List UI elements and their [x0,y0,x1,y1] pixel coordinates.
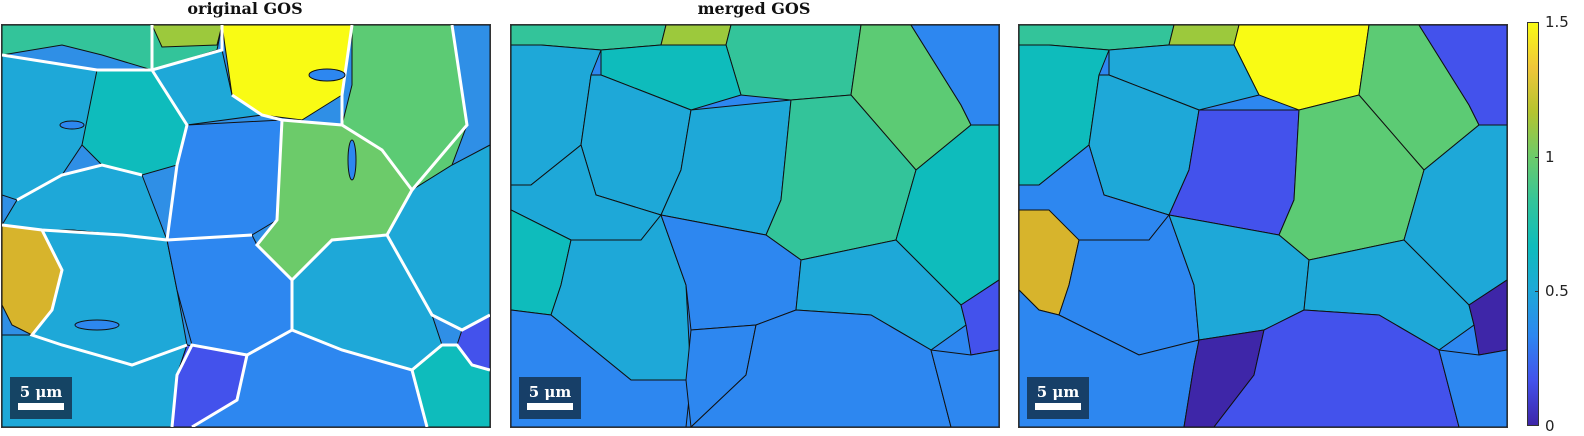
grain [930,349,999,427]
scale-bar-line [18,403,64,410]
grain-boundary [385,234,490,332]
grain [1438,349,1507,427]
scale-bar-line [527,403,573,410]
grain [660,25,732,46]
colorbar-tick-mark [1535,156,1539,158]
scale-bar-label: 5 μm [528,383,572,401]
twin-inclusion [308,68,346,82]
scale-bar-line [1035,403,1081,410]
grain-boundary [191,354,249,427]
twin-inclusion [347,139,357,181]
grain-boundary [2,223,253,242]
colorbar-tick-label: 0 [1545,417,1555,435]
grain-boundary [29,229,188,367]
grain-boundary [231,93,414,282]
twin-inclusion [74,319,120,331]
grain-boundary [340,25,354,125]
grain-boundary [410,369,429,427]
colorbar-tick-mark [1535,291,1539,293]
grain-boundary [16,163,143,202]
twin-inclusion [59,120,85,130]
panel-title-merged: merged GOS [697,0,811,18]
colorbar-tick-mark [1535,22,1539,23]
grain [151,25,223,48]
colorbar-tick-mark [1535,425,1539,426]
original-gos-map: 5 μm [1,24,491,428]
scale-bar: 5 μm [519,377,581,419]
grain-boundary [291,328,490,372]
gos-map-3: 5 μm [1018,24,1508,428]
scale-bar-label: 5 μm [19,383,63,401]
scale-bar: 5 μm [10,377,72,419]
colorbar-tick-label: 1.5 [1545,13,1569,31]
colorbar-tick-label: 1 [1545,147,1555,166]
colorbar-tick-label: 0.5 [1545,282,1569,301]
colorbar [1527,22,1539,426]
grain [1168,25,1240,46]
panel-title-original: original GOS [187,0,303,18]
merged-gos-map: 5 μm [510,24,1000,428]
scale-bar-label: 5 μm [1036,383,1080,401]
grain [725,25,862,101]
scale-bar: 5 μm [1027,377,1089,419]
grain-boundary [150,25,189,241]
grain-boundary [410,25,469,191]
